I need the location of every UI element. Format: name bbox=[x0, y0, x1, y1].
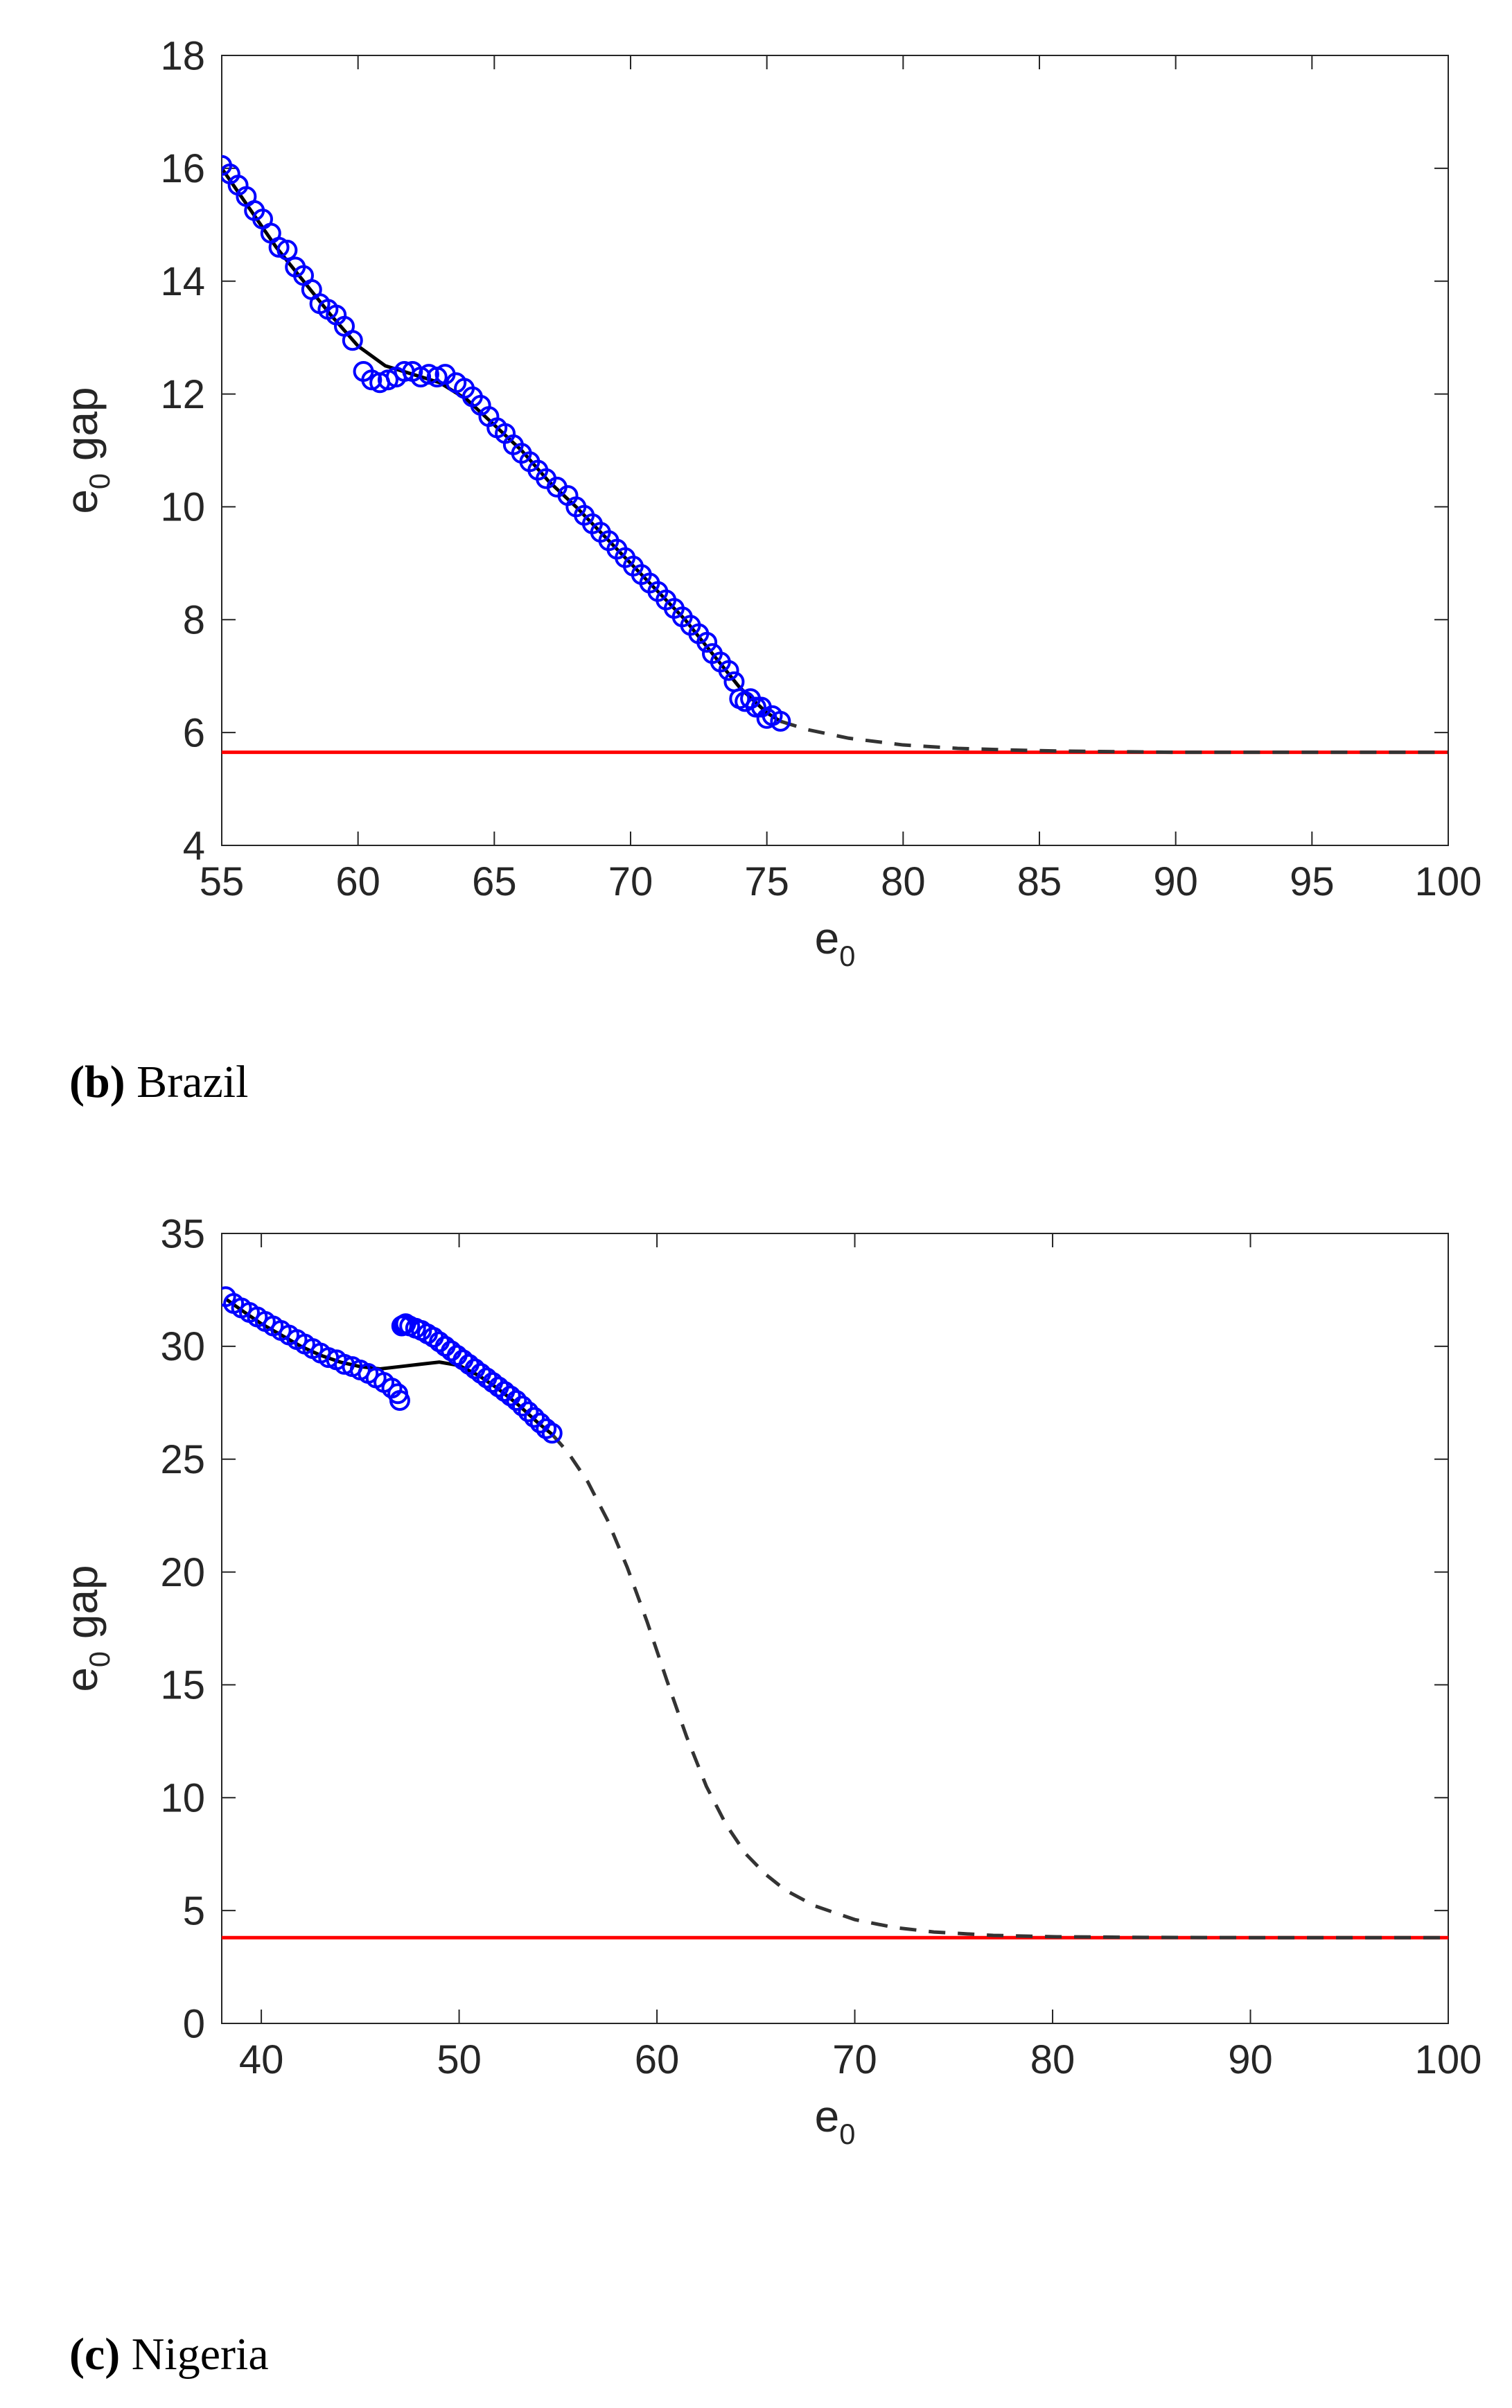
svg-text:10: 10 bbox=[160, 1776, 205, 1821]
svg-text:25: 25 bbox=[160, 1437, 205, 1482]
svg-text:e0: e0 bbox=[815, 2091, 856, 2150]
svg-text:e0: e0 bbox=[815, 913, 856, 970]
svg-text:20: 20 bbox=[160, 1550, 205, 1595]
svg-text:100: 100 bbox=[1415, 859, 1482, 904]
page: 5560657075808590951004681012141618e0e0 g… bbox=[0, 0, 1512, 2408]
svg-text:5: 5 bbox=[183, 1888, 205, 1933]
chart-panel-c: 40 50 60 70 80 90 100 0 5 10 15 20 25 30 35 e0 e0 gap bbox=[0, 1192, 1512, 2259]
svg-text:6: 6 bbox=[183, 710, 205, 755]
svg-text:e0 gap: e0 gap bbox=[57, 387, 116, 513]
svg-text:16: 16 bbox=[160, 146, 205, 191]
svg-text:65: 65 bbox=[472, 859, 517, 904]
svg-text:50: 50 bbox=[437, 2037, 482, 2082]
svg-text:0: 0 bbox=[183, 2001, 205, 2046]
svg-text:14: 14 bbox=[160, 259, 205, 304]
svg-text:30: 30 bbox=[160, 1324, 205, 1369]
svg-text:80: 80 bbox=[1030, 2037, 1075, 2082]
svg-text:10: 10 bbox=[160, 485, 205, 530]
svg-text:8: 8 bbox=[183, 598, 205, 643]
svg-text:75: 75 bbox=[744, 859, 789, 904]
chart-svg-b: 55 60 65 70 75 80 85 90 95 100 4 6 8 10 12 14 16 18 e0 e0 g… bbox=[0, 28, 1512, 970]
svg-text:95: 95 bbox=[1290, 859, 1335, 904]
svg-text:90: 90 bbox=[1153, 859, 1198, 904]
svg-text:e0 gap: e0 gap bbox=[57, 1565, 116, 1691]
svg-text:18: 18 bbox=[160, 33, 205, 78]
svg-text:70: 70 bbox=[608, 859, 653, 904]
svg-text:12: 12 bbox=[160, 372, 205, 417]
svg-text:85: 85 bbox=[1017, 859, 1062, 904]
caption-b: (b) Brazil bbox=[69, 1056, 248, 1109]
svg-text:55: 55 bbox=[200, 859, 245, 904]
svg-text:70: 70 bbox=[832, 2037, 877, 2082]
caption-b-bold: (b) bbox=[69, 1057, 125, 1107]
caption-c: (c) Nigeria bbox=[69, 2328, 269, 2381]
svg-text:100: 100 bbox=[1415, 2037, 1482, 2082]
svg-text:35: 35 bbox=[160, 1211, 205, 1256]
svg-text:60: 60 bbox=[635, 2037, 680, 2082]
chart-panel-b: 55 60 65 70 75 80 85 90 95 100 4 6 8 10 12 14 16 18 e0 e0 g… bbox=[0, 28, 1512, 970]
svg-text:15: 15 bbox=[160, 1663, 205, 1708]
chart-svg-c: 40 50 60 70 80 90 100 0 5 10 15 20 25 30 35 e0 e0 gap bbox=[0, 1192, 1512, 2259]
caption-c-bold: (c) bbox=[69, 2329, 120, 2380]
svg-text:80: 80 bbox=[881, 859, 926, 904]
caption-c-text: Nigeria bbox=[120, 2329, 268, 2380]
svg-text:40: 40 bbox=[239, 2037, 284, 2082]
svg-text:60: 60 bbox=[335, 859, 380, 904]
caption-b-text: Brazil bbox=[125, 1057, 249, 1107]
svg-text:90: 90 bbox=[1228, 2037, 1273, 2082]
svg-text:4: 4 bbox=[183, 823, 205, 868]
